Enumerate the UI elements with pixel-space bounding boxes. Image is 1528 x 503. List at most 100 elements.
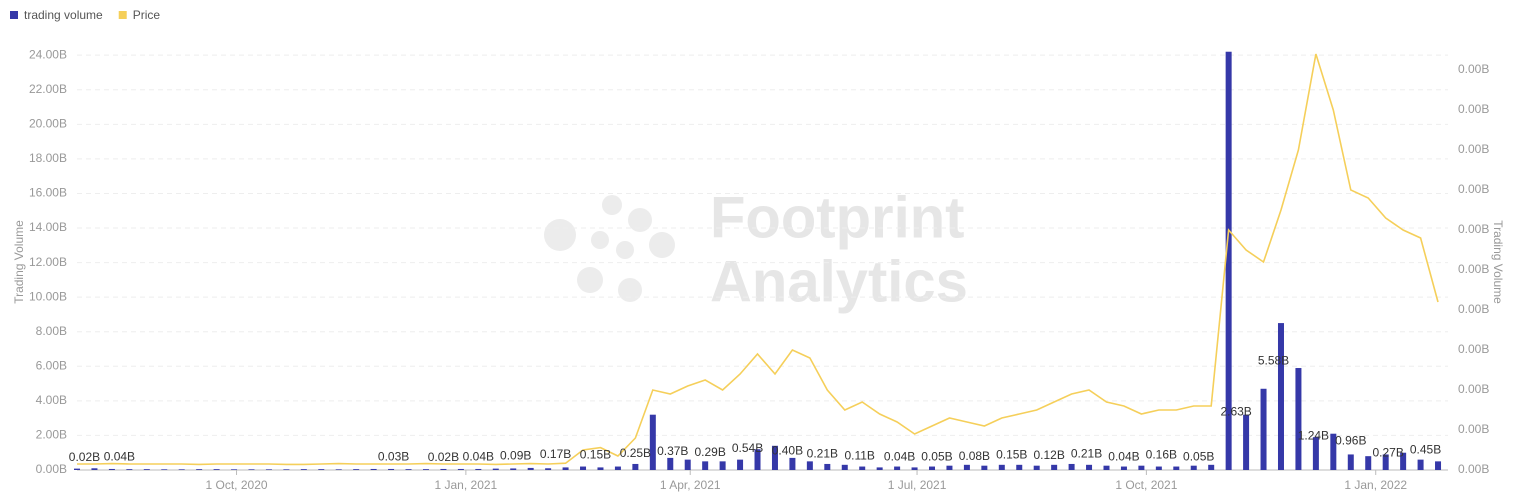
- bar: [510, 468, 517, 470]
- y2-tick-label: 0.00B: [1458, 302, 1489, 316]
- bar: [597, 467, 604, 470]
- bar: [440, 468, 447, 470]
- bar: [353, 469, 360, 470]
- y-tick-label: 0.00B: [36, 462, 67, 476]
- y-tick-label: 4.00B: [36, 393, 67, 407]
- bar: [91, 468, 98, 470]
- bar: [1155, 466, 1162, 470]
- bar: [370, 468, 377, 470]
- bar: [911, 467, 918, 470]
- bar: [1120, 466, 1127, 470]
- bar: [719, 461, 726, 470]
- data-label: 0.27B: [1372, 446, 1403, 460]
- y-tick-label: 14.00B: [29, 220, 67, 234]
- bar: [1295, 368, 1302, 470]
- y-tick-label: 12.00B: [29, 255, 67, 269]
- data-label: 0.12B: [1033, 448, 1064, 462]
- data-label: 0.09B: [500, 449, 531, 463]
- bar: [1138, 465, 1145, 470]
- x-tick-label: 1 Jul, 2021: [888, 478, 947, 492]
- data-label: 5.58B: [1258, 354, 1289, 368]
- data-label: 0.15B: [580, 448, 611, 462]
- bar: [1277, 323, 1284, 470]
- data-label: 0.05B: [921, 449, 952, 463]
- bar: [265, 469, 272, 470]
- bar: [667, 457, 674, 470]
- data-label: 0.40B: [772, 443, 803, 457]
- y-tick-label: 8.00B: [36, 324, 67, 338]
- watermark-logo: [544, 195, 675, 302]
- bar: [806, 461, 813, 470]
- bar: [1086, 464, 1093, 470]
- data-label: 0.45B: [1410, 442, 1441, 456]
- bar: [771, 445, 778, 470]
- data-label: 0.25B: [620, 446, 651, 460]
- legend-label: trading volume: [24, 8, 103, 22]
- watermark: Footprint: [710, 185, 964, 250]
- y-tick-label: 16.00B: [29, 186, 67, 200]
- data-label: 0.15B: [996, 448, 1027, 462]
- data-label: 0.03B: [378, 450, 409, 464]
- data-label: 0.02B: [69, 450, 100, 464]
- y-tick-label: 20.00B: [29, 116, 67, 130]
- data-label: 1.24B: [1298, 429, 1329, 443]
- bar: [335, 469, 342, 470]
- y2-tick-label: 0.00B: [1458, 462, 1489, 476]
- bar: [231, 469, 238, 470]
- y-tick-label: 22.00B: [29, 82, 67, 96]
- bar: [859, 466, 866, 470]
- bar: [1103, 465, 1110, 470]
- bar: [318, 469, 325, 470]
- bar: [1382, 454, 1389, 470]
- bar: [108, 468, 115, 470]
- data-label: 0.37B: [657, 444, 688, 458]
- bar: [422, 469, 429, 470]
- bar: [1190, 465, 1197, 470]
- y2-tick-label: 0.00B: [1458, 342, 1489, 356]
- bar: [143, 469, 150, 470]
- bar: [126, 469, 133, 470]
- bar: [1347, 454, 1354, 470]
- bar: [1243, 414, 1250, 470]
- bar: [492, 468, 499, 470]
- bar: [405, 469, 412, 470]
- y2-tick-label: 0.00B: [1458, 422, 1489, 436]
- y2-tick-label: 0.00B: [1458, 262, 1489, 276]
- bar: [300, 469, 307, 470]
- bar: [196, 469, 203, 470]
- bar: [789, 457, 796, 470]
- y2-tick-label: 0.00B: [1458, 222, 1489, 236]
- bar: [580, 466, 587, 470]
- bar: [684, 459, 691, 470]
- bar: [737, 459, 744, 470]
- data-label: 0.04B: [104, 449, 135, 463]
- data-label: 0.08B: [959, 449, 990, 463]
- bar: [1033, 465, 1040, 470]
- y-tick-label: 18.00B: [29, 151, 67, 165]
- legend-label: Price: [133, 8, 161, 22]
- bar: [649, 414, 656, 470]
- bar: [178, 469, 185, 470]
- x-tick-label: 1 Apr, 2021: [660, 478, 721, 492]
- bar: [702, 461, 709, 470]
- y-tick-label: 10.00B: [29, 289, 67, 303]
- data-label: 2.63B: [1220, 405, 1251, 419]
- bar: [981, 465, 988, 470]
- data-label: 0.29B: [694, 445, 725, 459]
- data-label: 0.04B: [463, 449, 494, 463]
- y2-tick-label: 0.00B: [1458, 382, 1489, 396]
- data-label: 0.04B: [884, 449, 915, 463]
- bar: [754, 449, 761, 470]
- bar: [1435, 461, 1442, 470]
- bar: [1225, 51, 1232, 470]
- data-label: 0.17B: [540, 447, 571, 461]
- bar: [283, 469, 290, 470]
- data-label: 0.21B: [807, 447, 838, 461]
- bar: [1312, 437, 1319, 470]
- bar: [824, 463, 831, 470]
- bar: [1260, 388, 1267, 470]
- y-tick-label: 24.00B: [29, 47, 67, 61]
- data-label: 0.11B: [844, 448, 874, 462]
- bar: [946, 465, 953, 470]
- bar: [1068, 463, 1075, 470]
